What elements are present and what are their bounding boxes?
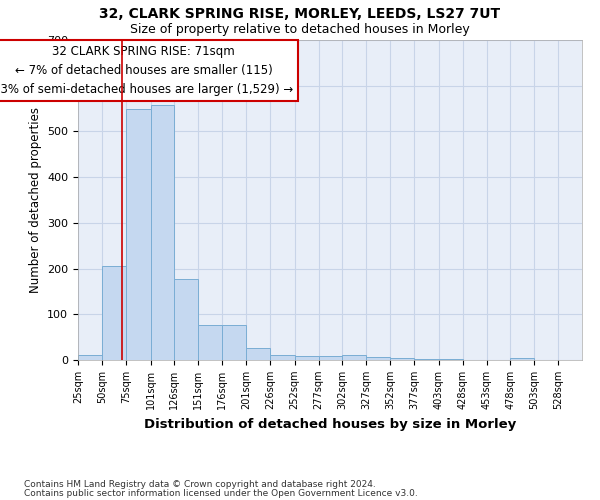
- Text: Contains public sector information licensed under the Open Government Licence v3: Contains public sector information licen…: [24, 488, 418, 498]
- Bar: [414, 358, 439, 360]
- Bar: [390, 358, 414, 360]
- Bar: [366, 358, 390, 360]
- Text: Size of property relative to detached houses in Morley: Size of property relative to detached ho…: [130, 22, 470, 36]
- Bar: [78, 356, 102, 360]
- Bar: [151, 106, 175, 360]
- X-axis label: Distribution of detached houses by size in Morley: Distribution of detached houses by size …: [144, 418, 516, 430]
- Text: Contains HM Land Registry data © Crown copyright and database right 2024.: Contains HM Land Registry data © Crown c…: [24, 480, 376, 489]
- Bar: [198, 325, 222, 360]
- Bar: [439, 359, 463, 360]
- Bar: [222, 325, 246, 360]
- Bar: [102, 266, 126, 360]
- Bar: [246, 348, 270, 360]
- Bar: [343, 356, 366, 360]
- Bar: [295, 356, 319, 360]
- Text: 32 CLARK SPRING RISE: 71sqm
← 7% of detached houses are smaller (115)
93% of sem: 32 CLARK SPRING RISE: 71sqm ← 7% of deta…: [0, 45, 293, 96]
- Y-axis label: Number of detached properties: Number of detached properties: [29, 107, 41, 293]
- Bar: [319, 356, 343, 360]
- Text: 32, CLARK SPRING RISE, MORLEY, LEEDS, LS27 7UT: 32, CLARK SPRING RISE, MORLEY, LEEDS, LS…: [100, 8, 500, 22]
- Bar: [175, 278, 198, 360]
- Bar: [511, 358, 534, 360]
- Bar: [270, 356, 295, 360]
- Bar: [126, 108, 151, 360]
